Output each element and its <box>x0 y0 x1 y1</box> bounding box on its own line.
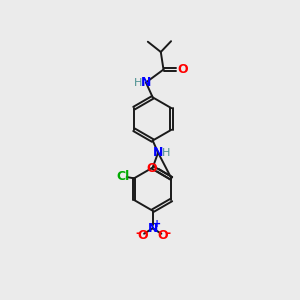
Text: O: O <box>147 162 157 176</box>
Text: N: N <box>153 146 163 159</box>
Text: Cl: Cl <box>116 170 129 184</box>
Text: -: - <box>165 227 170 240</box>
Text: O: O <box>158 229 168 242</box>
Text: -: - <box>135 227 140 240</box>
Text: N: N <box>148 222 158 235</box>
Text: N: N <box>141 76 151 89</box>
Text: O: O <box>137 229 148 242</box>
Text: O: O <box>177 63 188 76</box>
Text: +: + <box>153 219 161 229</box>
Text: H: H <box>134 77 142 88</box>
Text: H: H <box>162 148 170 158</box>
